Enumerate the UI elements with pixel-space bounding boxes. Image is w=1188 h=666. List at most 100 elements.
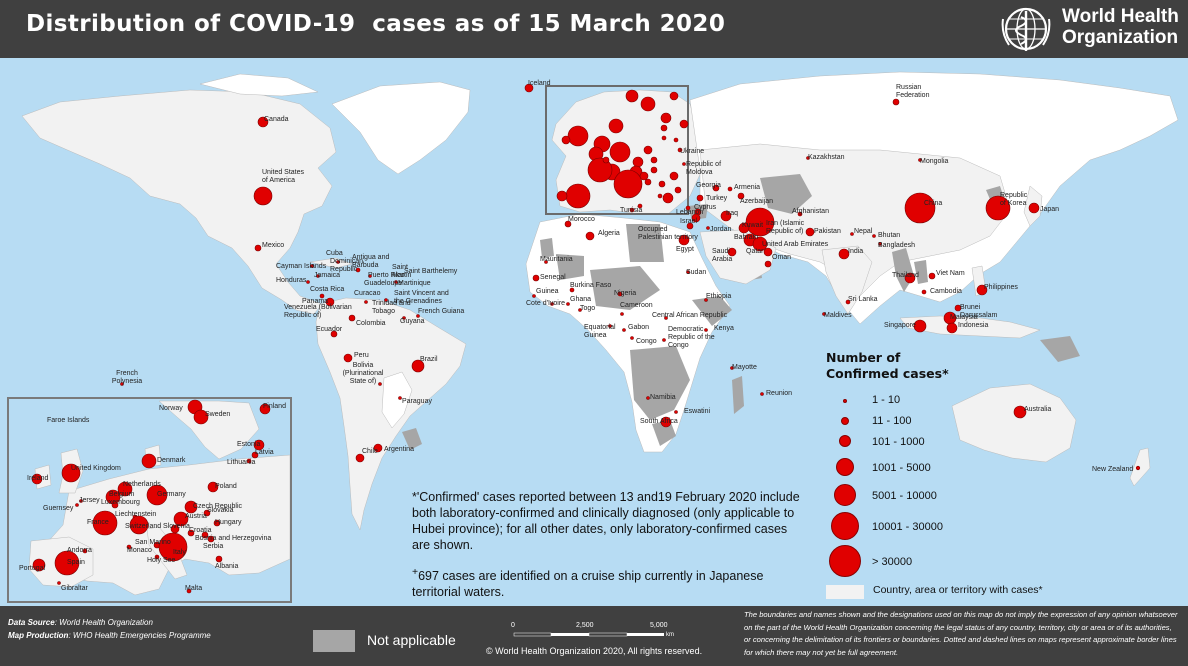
label-stbarth: Saint Barthelemy <box>404 268 458 275</box>
inset-marker-hungary <box>213 519 221 527</box>
label-cotedivoire: Cote d'Ivoire <box>526 300 566 307</box>
inset-label-jersey: Jersey <box>79 497 100 504</box>
label-dominican: Dominican Republic <box>330 258 364 273</box>
central-asia-grey <box>760 174 812 214</box>
label-paraguay: Paraguay <box>402 398 432 405</box>
label-palestine: Occupied Palestinian territory <box>638 226 698 241</box>
label-namibia: Namibia <box>650 394 676 401</box>
inset-label-sweden: Sweden <box>205 411 231 418</box>
marker-chile <box>355 453 365 463</box>
inset-label-czech: Czech Republic <box>193 503 243 510</box>
marker-reunion <box>760 392 764 396</box>
marker-jordan <box>706 226 710 230</box>
label-southafrica: South Africa <box>640 418 678 425</box>
marker-singapore <box>913 319 927 333</box>
data-source-label: Data Source <box>8 618 55 627</box>
label-oman: Oman <box>772 254 792 261</box>
label-armenia: Armenia <box>734 184 761 191</box>
label-mayotte: Mayotte <box>732 364 757 371</box>
inset-label-croatia: Croatia <box>189 527 212 534</box>
inset-marker-lithuania <box>246 458 252 464</box>
marker-oman <box>764 260 772 268</box>
marker-algeria <box>585 231 595 241</box>
west-africa-grey <box>556 254 584 280</box>
marker-france <box>587 157 613 183</box>
marker-israel <box>691 213 701 223</box>
label-ethiopia: Ethiopia <box>706 293 732 300</box>
inset-label-france: France <box>87 519 109 526</box>
south-america-not-applicable <box>381 371 413 429</box>
marker-pakistan <box>805 227 815 237</box>
inset-marker-serbia <box>207 535 215 543</box>
marker-slovakia <box>650 156 658 164</box>
inset-label-gibraltar: Gibraltar <box>61 585 88 592</box>
marker-estonia <box>660 112 672 124</box>
marker-saudi <box>727 247 737 257</box>
marker-georgia <box>712 184 720 192</box>
marker-hungary <box>650 166 658 174</box>
label-car: Central African Republic <box>652 312 728 319</box>
label-indonesia: Indonesia <box>958 322 989 329</box>
marker-korea <box>985 195 1011 221</box>
marker-australia <box>1013 405 1027 419</box>
inset-label-liechtenstein: Liechtenstein <box>115 511 157 518</box>
marker-brazil <box>411 359 425 373</box>
inset-marker-poland <box>207 481 219 493</box>
marker-russia <box>892 98 900 106</box>
label-korea: Republic of Korea <box>1000 192 1028 207</box>
label-qatar: Qatar <box>746 248 764 255</box>
legend-label-1: 1 - 10 <box>872 394 901 406</box>
marker-turkey <box>696 194 704 202</box>
label-cyprus: Cyprus <box>694 204 717 211</box>
marker-peru <box>343 353 353 363</box>
marker-eqguinea <box>608 324 612 328</box>
marker-greece <box>662 192 674 204</box>
inset-marker-andorra <box>82 548 88 554</box>
confirmed-cases-note: *'Confirmed' cases reported between 13 a… <box>412 490 800 552</box>
marker-mongolia <box>918 158 922 162</box>
label-frenchpolynesia: French Polynesia <box>111 370 143 385</box>
label-gabon: Gabon <box>628 324 650 331</box>
central-africa-grey <box>630 346 690 420</box>
marker-cuba <box>336 260 340 264</box>
marker-mauritania <box>544 260 548 264</box>
label-mongolia: Mongolia <box>920 158 949 165</box>
marker-qatar <box>752 236 768 252</box>
inset-label-andorra: Andorra <box>67 547 92 554</box>
inset-marker-austria <box>173 511 189 527</box>
label-eswatini: Eswatini <box>684 408 711 415</box>
marker-malta <box>637 203 643 209</box>
marker-tunisia <box>629 207 635 213</box>
marker-car <box>664 316 668 320</box>
marker-vietnam <box>928 272 936 280</box>
europe-inset-canvas <box>28 399 290 596</box>
marker-eswatini <box>674 410 678 414</box>
inset-label-guernsey: Guernsey <box>43 505 74 512</box>
inset-label-ireland: Ireland <box>27 475 49 482</box>
inset-label-spain: Spain <box>67 559 85 566</box>
marker-germany <box>609 141 631 163</box>
label-maldives: Maldives <box>824 312 852 319</box>
marker-senegal <box>532 274 540 282</box>
who-organization-name: World Health Organization <box>1062 6 1179 48</box>
scale-label-0: 0 <box>511 622 515 629</box>
cuba-shape <box>309 257 353 269</box>
inset-markers <box>31 399 271 594</box>
label-chile: Chile <box>362 448 378 455</box>
legend-marker-7 <box>829 545 861 577</box>
label-colombia: Colombia <box>356 320 386 327</box>
indonesia-shape <box>899 315 1041 339</box>
label-drc: Democratic Republic of the Congo <box>668 326 715 349</box>
western-sahara-grey <box>540 238 554 258</box>
not-applicable-swatch <box>313 630 355 652</box>
inset-label-austria: Austria <box>185 513 207 520</box>
inset-label-hungary: Hungary <box>215 519 242 526</box>
marker-thailand <box>904 272 916 284</box>
inset-marker-italy <box>158 532 188 562</box>
marker-uae <box>763 247 773 257</box>
arctic-islands-shape <box>199 73 319 97</box>
label-frenchguiana: French Guiana <box>418 308 465 315</box>
label-georgia: Georgia <box>696 182 721 189</box>
label-trinidad: Trinidad and Tobago <box>372 300 411 315</box>
marker-bangladesh <box>878 242 882 246</box>
